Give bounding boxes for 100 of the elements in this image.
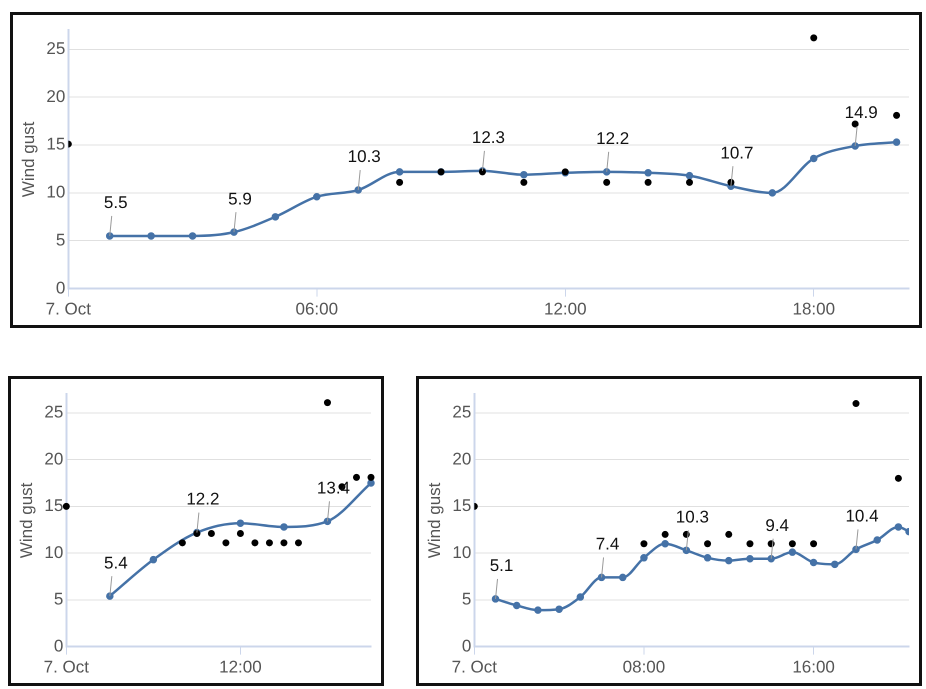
point xyxy=(892,138,900,146)
y-tick-label: 0 xyxy=(54,636,64,656)
y-tick-label: 15 xyxy=(452,496,472,516)
data-label: 10.4 xyxy=(845,506,879,526)
data-label: 12.2 xyxy=(186,490,220,509)
x-tick-label: 18:00 xyxy=(792,299,836,318)
y-tick-label: 0 xyxy=(462,636,472,656)
point xyxy=(704,540,712,548)
y-tick-label: 25 xyxy=(46,39,66,58)
data-label: 5.9 xyxy=(228,189,252,208)
y-tick-label: 5 xyxy=(56,230,66,250)
point xyxy=(576,593,584,601)
y-tick-label: 0 xyxy=(56,278,66,298)
point xyxy=(852,120,859,128)
point xyxy=(368,474,374,481)
point xyxy=(788,540,796,548)
point xyxy=(725,556,733,564)
point xyxy=(367,479,375,487)
x-tick-label: 06:00 xyxy=(296,299,338,318)
point xyxy=(618,574,626,582)
point xyxy=(313,192,321,200)
x-tick-label: 7. Oct xyxy=(46,299,92,318)
point xyxy=(555,605,563,613)
point xyxy=(746,554,754,562)
point xyxy=(704,554,712,562)
y-tick-label: 5 xyxy=(54,590,64,609)
data-label: 9.4 xyxy=(765,516,789,535)
point xyxy=(280,523,288,531)
data-label: 13.4 xyxy=(316,478,350,498)
x-tick-label: 7. Oct xyxy=(44,657,90,676)
data-label: 10.3 xyxy=(676,508,709,526)
x-tick-label: 12:00 xyxy=(219,657,262,676)
point xyxy=(280,539,288,546)
y-tick-label: 20 xyxy=(46,86,66,106)
point xyxy=(852,400,860,408)
y-tick-label: 25 xyxy=(452,402,472,422)
y-tick-label: 10 xyxy=(452,542,472,562)
point xyxy=(894,474,902,482)
data-label: 5.4 xyxy=(104,553,128,572)
point xyxy=(236,530,244,537)
y-tick-label: 15 xyxy=(44,496,64,516)
point xyxy=(810,558,818,566)
point xyxy=(810,154,818,162)
y-tick-label: 25 xyxy=(44,402,64,422)
point xyxy=(352,474,360,481)
point xyxy=(396,178,404,186)
point xyxy=(661,540,669,548)
point xyxy=(208,530,215,537)
point xyxy=(396,168,404,176)
y-axis-title: Wind gust xyxy=(424,482,444,558)
point xyxy=(188,232,196,240)
x-tick-label: 16:00 xyxy=(792,657,835,676)
data-label: 12.3 xyxy=(472,128,505,148)
point xyxy=(512,602,520,610)
data-label: 5.1 xyxy=(490,556,514,576)
y-tick-label: 10 xyxy=(46,182,66,202)
point xyxy=(236,519,244,527)
point xyxy=(272,213,280,221)
y-axis-title: Wind gust xyxy=(18,121,38,198)
point xyxy=(222,539,230,546)
y-tick-label: 10 xyxy=(44,542,64,562)
point xyxy=(324,399,331,406)
data-label: 14.9 xyxy=(844,103,878,122)
point xyxy=(640,540,648,548)
y-tick-label: 5 xyxy=(462,590,472,609)
point xyxy=(810,34,818,42)
point xyxy=(62,502,70,510)
point xyxy=(178,539,186,546)
point xyxy=(534,606,542,614)
point xyxy=(251,539,258,546)
y-tick-label: 15 xyxy=(46,134,66,154)
point xyxy=(725,530,732,538)
point xyxy=(893,112,900,119)
point xyxy=(520,170,528,178)
point xyxy=(662,530,669,538)
y-tick-label: 20 xyxy=(44,449,64,468)
point xyxy=(788,548,796,556)
point xyxy=(768,189,776,197)
point xyxy=(266,539,273,546)
point xyxy=(603,178,610,186)
data-label: 10.7 xyxy=(720,143,754,162)
data-label: 12.2 xyxy=(596,129,630,148)
point xyxy=(150,556,158,564)
y-tick-label: 20 xyxy=(452,449,472,468)
data-label: 7.4 xyxy=(596,534,620,554)
x-tick-label: 12:00 xyxy=(544,299,587,318)
y-axis-title: Wind gust xyxy=(16,482,36,558)
point xyxy=(746,540,754,548)
data-label: 10.3 xyxy=(348,147,381,166)
point xyxy=(894,523,902,531)
point xyxy=(873,536,881,544)
point xyxy=(686,178,694,186)
point xyxy=(294,539,302,546)
point xyxy=(520,178,528,186)
data-label: 5.5 xyxy=(104,193,128,212)
point xyxy=(147,232,155,240)
point xyxy=(640,554,648,562)
x-tick-label: 7. Oct xyxy=(452,657,498,676)
x-tick-label: 08:00 xyxy=(622,657,666,676)
point xyxy=(810,540,818,548)
